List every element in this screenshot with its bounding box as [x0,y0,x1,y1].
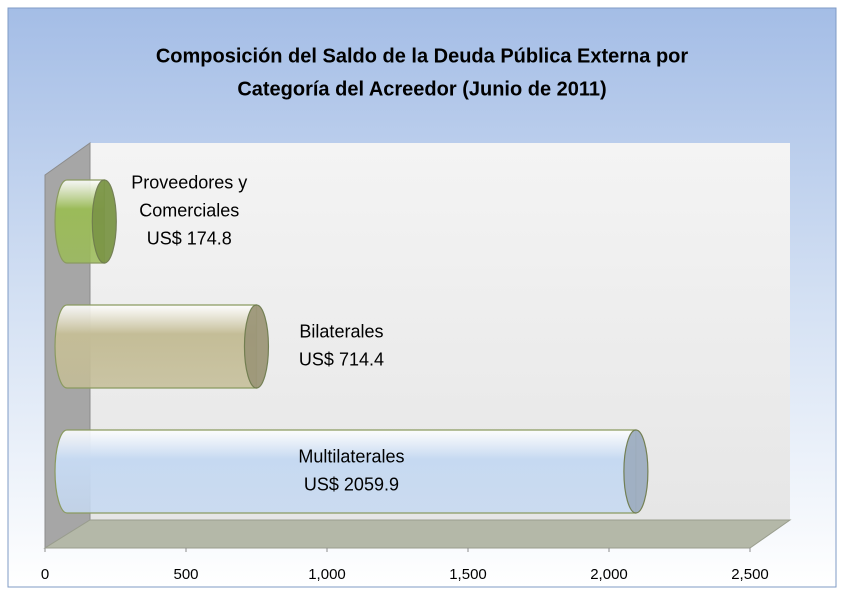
value-label: US$ 2059.9 [304,474,399,494]
bar [54,304,258,389]
chart-title: Categoría del Acreedor (Junio de 2011) [237,78,606,100]
category-label: Multilaterales [298,446,404,466]
back-wall [90,143,790,520]
chart-title: Composición del Saldo de la Deuda Públic… [156,45,689,67]
floor [43,519,792,549]
x-tick-label: 1,500 [449,566,487,583]
category-label: Proveedores y Comerciales [131,172,247,220]
x-tick-label: 2,000 [590,566,628,583]
x-tick-label: 0 [41,566,49,583]
bar-cap [623,429,649,514]
x-tick-label: 1,000 [308,566,346,583]
x-tick-label: 2,500 [731,566,769,583]
bar [54,429,637,514]
label-line: Proveedores y [131,172,247,192]
bar-cap [243,304,270,389]
label-line: Comerciales [139,200,239,220]
bar-cap [91,179,117,264]
value-label: US$ 714.4 [299,349,384,369]
x-tick-label: 500 [173,566,198,583]
bar [54,179,105,264]
category-label: Bilaterales [299,321,383,341]
value-label: US$ 174.8 [147,228,232,248]
